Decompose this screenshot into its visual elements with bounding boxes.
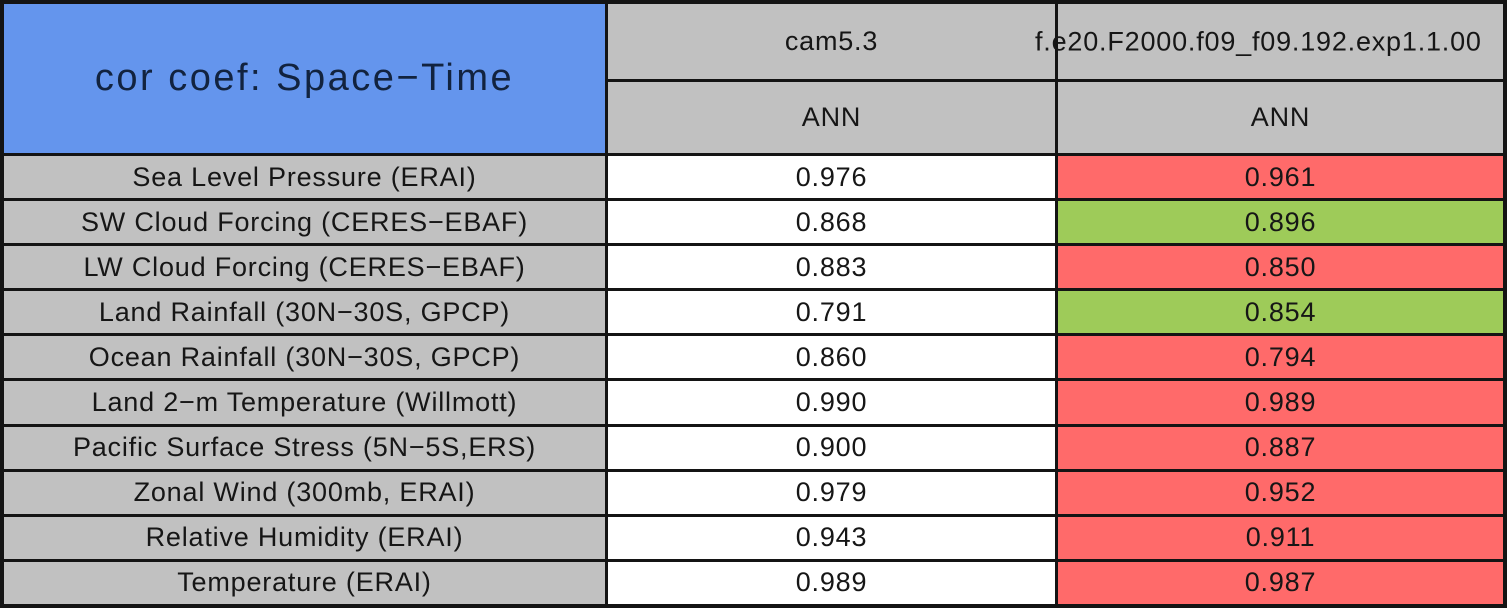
row-label: Sea Level Pressure (ERAI): [4, 156, 605, 199]
table-title: cor coef: Space−Time: [4, 4, 605, 153]
ref-value-cell: 0.979: [608, 471, 1055, 514]
row-label: Relative Humidity (ERAI): [4, 516, 605, 559]
ref-value-cell: 0.990: [608, 381, 1055, 424]
test-value-cell: 0.896: [1058, 201, 1503, 244]
test-value-cell: 0.961: [1058, 156, 1503, 199]
ref-value-cell: 0.943: [608, 516, 1055, 559]
test-value-cell: 0.952: [1058, 471, 1503, 514]
column-header-reference-model: cam5.3: [608, 4, 1055, 79]
ref-value-cell: 0.791: [608, 291, 1055, 334]
ref-value-cell: 0.860: [608, 336, 1055, 379]
ref-value-cell: 0.868: [608, 201, 1055, 244]
column-header-test-model: f.e20.F2000.f09_f09.192.exp1.1.00: [1035, 4, 1503, 79]
test-value-cell: 0.989: [1058, 381, 1503, 424]
row-label: LW Cloud Forcing (CERES−EBAF): [4, 246, 605, 289]
row-label: Temperature (ERAI): [4, 561, 605, 604]
row-label: SW Cloud Forcing (CERES−EBAF): [4, 201, 605, 244]
test-value-cell: 0.850: [1058, 246, 1503, 289]
ref-value-cell: 0.883: [608, 246, 1055, 289]
row-label: Ocean Rainfall (30N−30S, GPCP): [4, 336, 605, 379]
row-label: Pacific Surface Stress (5N−5S,ERS): [4, 426, 605, 469]
test-value-cell: 0.887: [1058, 426, 1503, 469]
test-value-cell: 0.794: [1058, 336, 1503, 379]
test-value-cell: 0.854: [1058, 291, 1503, 334]
test-value-cell: 0.911: [1058, 516, 1503, 559]
row-label: Land 2−m Temperature (Willmott): [4, 381, 605, 424]
test-model-label: f.e20.F2000.f09_f09.192.exp1.1.00: [1035, 26, 1482, 56]
row-label: Land Rainfall (30N−30S, GPCP): [4, 291, 605, 334]
test-value-cell: 0.987: [1058, 561, 1503, 604]
season-header-reference: ANN: [608, 82, 1055, 153]
season-header-test: ANN: [1058, 82, 1503, 153]
ref-value-cell: 0.900: [608, 426, 1055, 469]
ref-value-cell: 0.989: [608, 561, 1055, 604]
ref-value-cell: 0.976: [608, 156, 1055, 199]
row-label: Zonal Wind (300mb, ERAI): [4, 471, 605, 514]
